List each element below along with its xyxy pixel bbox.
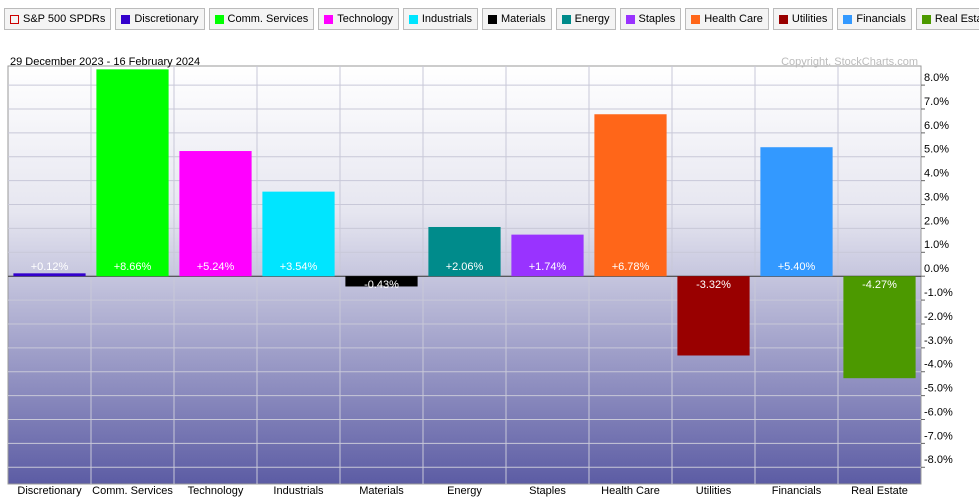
legend-swatch [921,14,931,24]
bar [262,191,335,277]
legend-item[interactable]: Industrials [402,8,479,30]
x-tick-label: Materials [359,485,404,497]
legend-swatch [488,14,498,24]
legend-label: S&P 500 SPDRs [23,13,106,25]
bar [760,147,833,277]
legend-label: Energy [574,13,610,25]
legend-item[interactable]: Materials [482,8,552,30]
y-tick-label: -7.0% [924,430,953,442]
bar [594,114,667,277]
x-tick-label: Energy [447,485,482,497]
legend-swatch [10,14,19,24]
x-tick-label: Staples [529,485,566,497]
bar [511,234,584,277]
y-tick-label: -8.0% [924,454,953,466]
legend-item[interactable]: Utilities [772,8,834,30]
legend-label: Comm. Services [227,13,309,25]
legend-item[interactable]: Comm. Services [208,8,315,30]
x-tick-label: Real Estate [851,485,908,497]
x-tick-label: Discretionary [17,485,82,497]
legend-item[interactable]: Health Care [685,8,769,30]
value-label: +2.06% [446,261,484,273]
legend-swatch [121,14,131,24]
x-tick-label: Health Care [601,485,660,497]
legend-label: Industrials [421,13,473,25]
legend-label: Materials [501,13,546,25]
legend-item[interactable]: S&P 500 SPDRs [4,8,112,30]
y-tick-label: -5.0% [924,383,953,395]
legend-swatch [408,14,418,24]
bar [677,276,750,356]
bar [428,226,501,277]
y-tick-label: -1.0% [924,287,953,299]
y-tick-label: 0.0% [924,263,949,275]
y-tick-label: 3.0% [924,191,949,203]
bar [345,276,418,287]
legend-label: Discretionary [134,13,199,25]
legend-swatch [324,14,334,24]
legend-label: Technology [337,13,393,25]
legend-swatch [843,14,853,24]
value-label: +3.54% [280,261,318,273]
legend-label: Staples [638,13,676,25]
legend-item[interactable]: Discretionary [115,8,205,30]
legend-item[interactable]: Real Estate [915,8,979,30]
y-tick-label: 2.0% [924,215,949,227]
value-label: -0.43% [364,279,399,291]
x-tick-label: Industrials [273,485,324,497]
value-label: +8.66% [114,261,152,273]
value-label: -4.27% [862,279,897,291]
value-label: +5.40% [778,261,816,273]
bar [96,69,169,277]
y-tick-label: 5.0% [924,144,949,156]
x-tick-label: Utilities [696,485,732,497]
value-label: +0.12% [31,261,69,273]
legend-item[interactable]: Technology [318,8,399,30]
y-tick-label: 1.0% [924,239,949,251]
legend-swatch [625,14,635,24]
legend-item[interactable]: Staples [619,8,682,30]
y-tick-label: -6.0% [924,406,953,418]
y-tick-label: 8.0% [924,72,949,84]
legend-swatch [691,14,701,24]
y-tick-label: 6.0% [924,120,949,132]
y-tick-label: -3.0% [924,335,953,347]
y-tick-label: 7.0% [924,96,949,108]
value-label: +6.78% [612,261,650,273]
y-tick-label: 4.0% [924,168,949,180]
value-label: +5.24% [197,261,235,273]
value-label: -3.32% [696,279,731,291]
x-tick-label: Comm. Services [92,485,173,497]
y-tick-label: -2.0% [924,311,953,323]
value-label: +1.74% [529,261,567,273]
legend-swatch [561,14,571,24]
subtitle: 29 December 2023 - 16 February 2024 [10,56,200,68]
legend-label: Real Estate [934,13,979,25]
x-tick-label: Technology [188,485,244,497]
legend-item[interactable]: Financials [837,8,912,30]
legend-swatch [778,14,788,24]
legend-label: Financials [856,13,906,25]
legend-swatch [214,14,224,24]
legend-label: Health Care [704,13,763,25]
legend-label: Utilities [791,13,828,25]
bar [179,151,252,277]
bar [13,273,86,277]
annotation: Copyright, StockCharts.com [781,56,918,68]
legend-item[interactable]: Energy [555,8,616,30]
legend: S&P 500 SPDRs Discretionary Comm. Service… [4,8,979,30]
bar [843,276,916,379]
y-tick-label: -4.0% [924,359,953,371]
x-tick-label: Financials [772,485,822,497]
